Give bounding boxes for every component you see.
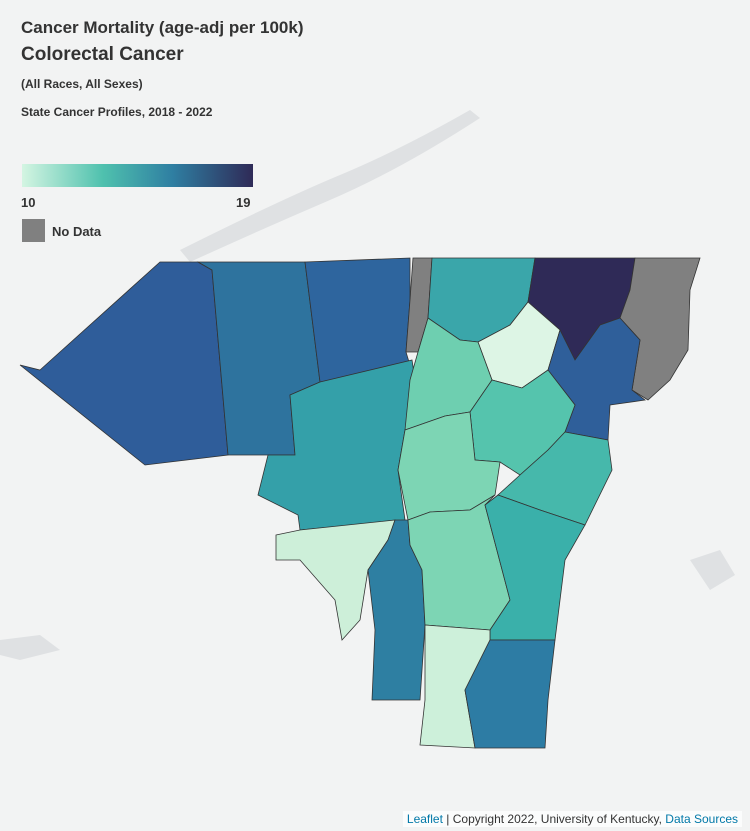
legend-gradient <box>22 164 253 187</box>
region <box>304 257 413 383</box>
legend-max: 19 <box>236 195 251 210</box>
region-no-data <box>619 257 701 401</box>
leaflet-link[interactable]: Leaflet <box>406 812 443 826</box>
regions <box>19 257 701 749</box>
legend-no-data-swatch <box>22 219 45 242</box>
water <box>690 550 735 590</box>
source: State Cancer Profiles, 2018 - 2022 <box>21 105 213 119</box>
region <box>464 639 556 749</box>
legend-no-data: No Data <box>52 224 102 239</box>
water <box>180 110 480 262</box>
attribution: Leaflet | Copyright 2022, University of … <box>402 811 742 827</box>
legend-min: 10 <box>21 195 36 210</box>
subtitle: Colorectal Cancer <box>21 44 184 65</box>
region <box>484 494 586 641</box>
region <box>19 261 229 466</box>
data-sources-link[interactable]: Data Sources <box>665 812 738 826</box>
copyright: | Copyright 2022, University of Kentucky… <box>446 812 662 826</box>
water <box>0 635 60 660</box>
region <box>275 519 396 641</box>
groups: (All Races, All Sexes) <box>21 77 143 91</box>
title: Cancer Mortality (age-adj per 100k) <box>21 18 304 37</box>
